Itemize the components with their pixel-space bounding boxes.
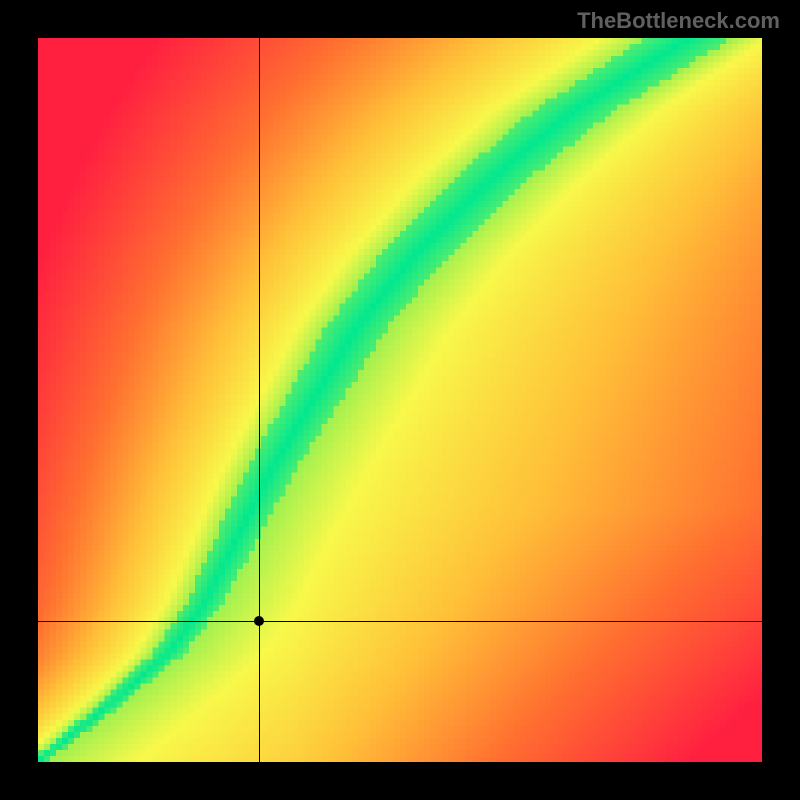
heatmap-canvas <box>38 38 762 762</box>
plot-area <box>38 38 762 762</box>
crosshair-horizontal <box>38 621 762 622</box>
marker-dot <box>254 616 264 626</box>
chart-container: TheBottleneck.com <box>0 0 800 800</box>
crosshair-vertical <box>259 38 260 762</box>
watermark-text: TheBottleneck.com <box>577 8 780 34</box>
